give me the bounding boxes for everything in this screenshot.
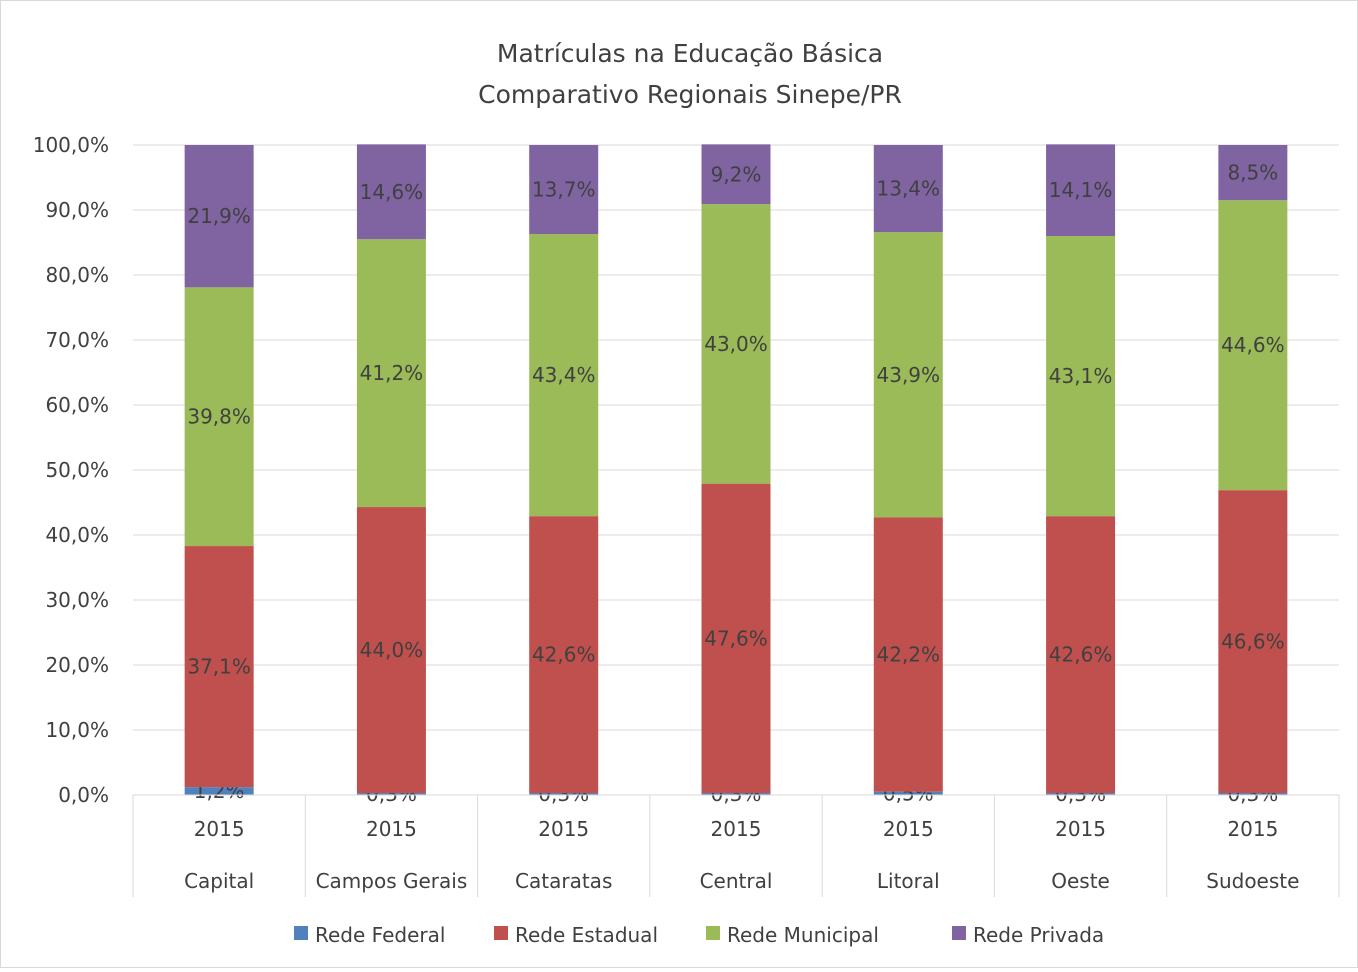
x-tick-category-label: Oeste bbox=[1051, 869, 1110, 893]
bar-segment bbox=[701, 793, 771, 795]
legend-swatch bbox=[494, 926, 508, 940]
legend-swatch bbox=[294, 926, 308, 940]
data-label: 46,6% bbox=[1221, 630, 1285, 654]
x-tick-category-label: Sudoeste bbox=[1206, 869, 1299, 893]
bar-segment bbox=[356, 239, 426, 508]
bar-segment bbox=[356, 507, 426, 794]
x-tick-year-label: 2015 bbox=[711, 817, 762, 841]
x-tick-category-label: Litoral bbox=[877, 869, 940, 893]
y-tick-label: 90,0% bbox=[45, 198, 109, 222]
data-label: 14,6% bbox=[360, 180, 424, 204]
data-label: 43,0% bbox=[704, 332, 768, 356]
bar-segment bbox=[529, 234, 599, 517]
y-tick-label: 30,0% bbox=[45, 588, 109, 612]
x-tick-year-label: 2015 bbox=[1227, 817, 1278, 841]
bar-segment bbox=[701, 204, 771, 484]
data-label: 21,9% bbox=[187, 204, 251, 228]
bar-segment bbox=[356, 144, 426, 240]
legend-swatch bbox=[706, 926, 720, 940]
bar-segment bbox=[701, 144, 771, 205]
bar-segment bbox=[701, 483, 771, 794]
y-tick-label: 70,0% bbox=[45, 328, 109, 352]
y-tick-label: 40,0% bbox=[45, 523, 109, 547]
legend-label: Rede Privada bbox=[973, 923, 1104, 947]
bar-segment bbox=[184, 787, 254, 795]
bar-segment bbox=[1218, 200, 1288, 491]
y-tick-label: 20,0% bbox=[45, 653, 109, 677]
data-label: 37,1% bbox=[187, 655, 251, 679]
x-tick-year-label: 2015 bbox=[194, 817, 245, 841]
data-label: 39,8% bbox=[187, 405, 251, 429]
data-label: 43,1% bbox=[1049, 364, 1113, 388]
x-tick-year-label: 2015 bbox=[1055, 817, 1106, 841]
data-label: 47,6% bbox=[704, 626, 768, 650]
y-tick-label: 80,0% bbox=[45, 263, 109, 287]
bar-segment bbox=[529, 793, 599, 795]
data-label: 42,2% bbox=[877, 643, 941, 667]
y-tick-label: 50,0% bbox=[45, 458, 109, 482]
bar-segment bbox=[184, 145, 254, 288]
bar-segment bbox=[184, 546, 254, 788]
x-tick-year-label: 2015 bbox=[883, 817, 934, 841]
legend: Rede Federal Rede Estadual Rede Municipal R… bbox=[294, 923, 1104, 947]
chart-title: Matrículas na Educação Básica bbox=[497, 39, 883, 68]
legend-label: Rede Municipal bbox=[727, 923, 879, 947]
bar-segment bbox=[356, 793, 426, 795]
x-axis: 2015 Capital 2015 Campos Gerais 2015 Catarata… bbox=[132, 794, 1340, 897]
bar-segment bbox=[1046, 516, 1116, 794]
y-tick-label: 60,0% bbox=[45, 393, 109, 417]
y-tick-label: 100,0% bbox=[33, 133, 109, 157]
x-tick-category-label: Campos Gerais bbox=[316, 869, 468, 893]
y-tick-label: 0,0% bbox=[58, 783, 109, 807]
legend-swatch bbox=[952, 926, 966, 940]
bar-segment bbox=[1218, 793, 1288, 795]
bar-segment bbox=[184, 287, 254, 547]
legend-label: Rede Estadual bbox=[515, 923, 658, 947]
bar-segment bbox=[529, 516, 599, 794]
data-label: 44,0% bbox=[360, 638, 424, 662]
bar-segment bbox=[1046, 236, 1116, 517]
data-label: 8,5% bbox=[1227, 161, 1278, 185]
chart-subtitle: Comparativo Regionais Sinepe/PR bbox=[478, 80, 902, 109]
bars: 1,2%37,1%39,8%21,9%0,3%44,0%41,2%14,6%0,… bbox=[184, 144, 1288, 806]
bar-segment bbox=[1218, 490, 1288, 794]
y-axis: 0,0% 10,0% 20,0% 30,0% 40,0% 50,0% 60,0% 70,0% 8… bbox=[33, 133, 109, 807]
data-label: 13,4% bbox=[877, 177, 941, 201]
y-tick-label: 10,0% bbox=[45, 718, 109, 742]
bar-segment bbox=[529, 145, 599, 235]
bar-segment bbox=[873, 145, 943, 233]
data-label: 9,2% bbox=[711, 162, 762, 186]
x-tick-category-label: Central bbox=[700, 869, 773, 893]
data-label: 42,6% bbox=[532, 643, 596, 667]
bar-segment bbox=[873, 791, 943, 795]
x-tick-year-label: 2015 bbox=[366, 817, 417, 841]
data-label: 44,6% bbox=[1221, 333, 1285, 357]
bar-segment bbox=[1218, 145, 1288, 201]
legend-label: Rede Federal bbox=[315, 923, 445, 947]
x-tick-category-label: Cataratas bbox=[515, 869, 612, 893]
bar-segment bbox=[1046, 144, 1116, 236]
bar-segment bbox=[1046, 793, 1116, 795]
data-label: 43,9% bbox=[877, 363, 941, 387]
bar-segment bbox=[873, 232, 943, 518]
x-tick-category-label: Capital bbox=[184, 869, 254, 893]
data-label: 43,4% bbox=[532, 363, 596, 387]
x-tick-year-label: 2015 bbox=[538, 817, 589, 841]
bar-segment bbox=[873, 517, 943, 792]
data-label: 13,7% bbox=[532, 178, 596, 202]
data-label: 14,1% bbox=[1049, 178, 1113, 202]
data-label: 41,2% bbox=[360, 361, 424, 385]
data-label: 42,6% bbox=[1049, 643, 1113, 667]
